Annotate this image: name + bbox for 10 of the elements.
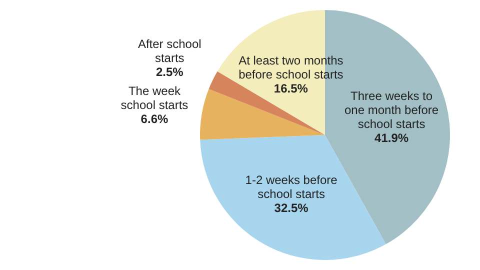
slice-label: After school starts (138, 37, 202, 66)
data-label: 2.5% (156, 65, 184, 80)
data-label: 41.9% (374, 131, 409, 146)
slice-label: The week school starts (120, 84, 188, 112)
data-label: 32.5% (274, 201, 309, 216)
slice-label: At least two months before school starts (238, 54, 344, 82)
slice-label: 1-2 weeks before school starts (245, 173, 338, 202)
data-label: 16.5% (274, 82, 308, 96)
slice-label: Three weeks to one month before school starts (344, 89, 439, 132)
data-label: 6.6% (140, 112, 168, 126)
